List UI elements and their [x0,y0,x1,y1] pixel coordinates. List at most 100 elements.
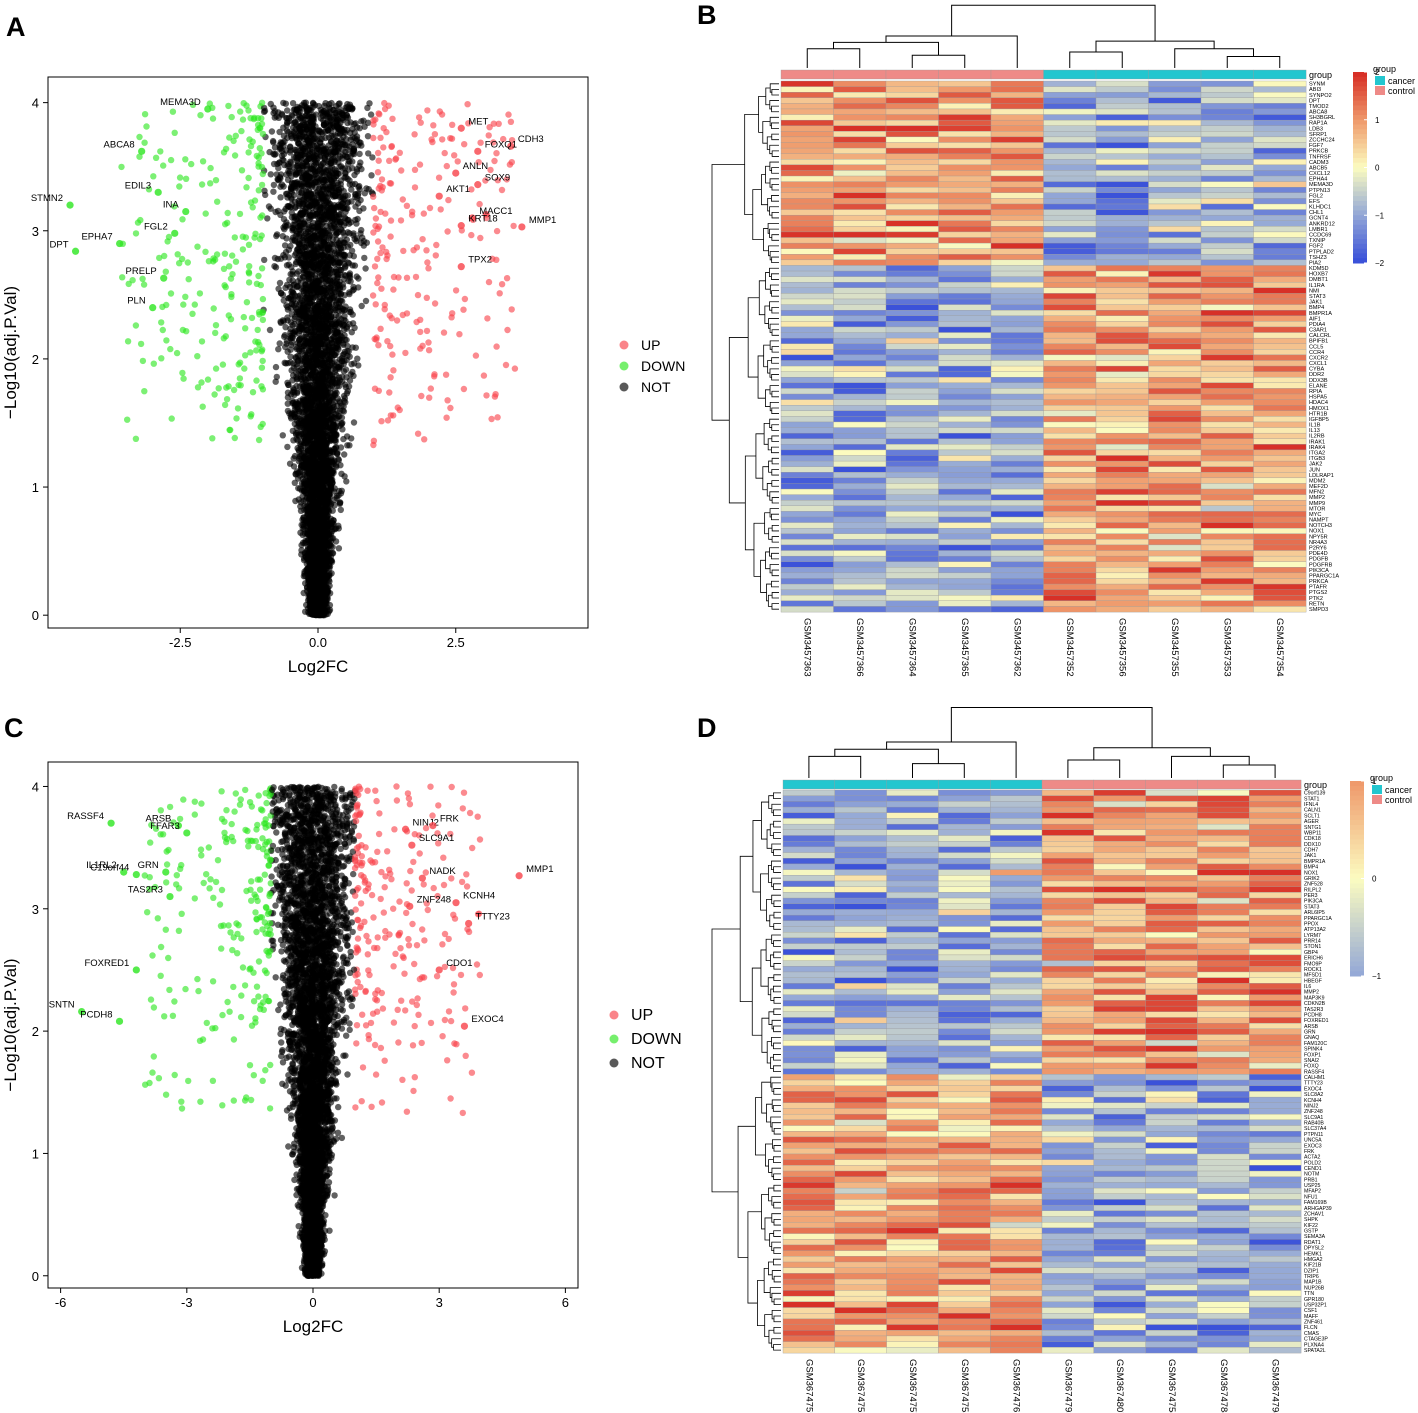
data-point [331,362,338,370]
data-point [349,141,356,148]
data-point [349,181,356,188]
panel-letter-b: B [697,0,717,30]
data-point [272,363,280,371]
data-point [350,419,358,426]
data-point [284,306,292,313]
data-point [369,154,376,161]
data-point [341,126,348,133]
data-point [312,135,319,142]
data-point [272,378,279,385]
data-point [312,123,319,130]
data-point [349,287,356,294]
data-point [343,433,351,440]
data-point [360,205,367,212]
data-point [302,99,309,106]
data-point [317,165,324,172]
data-point [270,188,277,195]
data-point [274,176,281,183]
data-point [339,426,346,433]
data-point [273,373,280,381]
data-point [300,453,308,461]
data-point [301,530,309,537]
data-point [328,477,335,484]
data-point [282,324,289,331]
data-point [301,487,309,494]
data-point [338,414,346,421]
data-point [291,130,298,137]
data-point [275,346,282,353]
data-point [381,105,389,113]
data-point [295,457,302,465]
data-point [341,174,348,181]
data-point [346,306,354,313]
data-point [362,297,370,305]
data-point [284,443,291,451]
data-point [351,360,358,367]
data-point [358,302,365,310]
data-point [336,377,344,384]
data-point [344,387,351,395]
data-point [285,261,292,268]
data-point [361,254,368,262]
data-point [344,442,351,449]
data-point [344,342,351,350]
data-point [337,506,344,514]
data-point [329,550,337,557]
data-point [328,99,335,107]
data-point [328,290,335,297]
data-point [332,187,339,194]
data-point [343,374,350,381]
data-point [289,334,296,341]
data-point [322,461,329,469]
data-point [351,171,358,179]
data-point [304,290,311,297]
data-point [325,344,332,351]
data-point [279,156,286,163]
data-point [273,113,280,120]
data-point [335,522,342,529]
data-point [340,222,348,229]
data-point [322,334,329,341]
data-point [362,265,369,272]
data-point [368,172,375,179]
data-point [294,470,301,477]
data-point [270,181,278,189]
data-point [283,340,290,347]
data-point [312,170,319,178]
data-point [322,454,329,462]
data-point [348,329,355,336]
data-point [318,176,325,183]
data-point [350,253,357,260]
data-point [360,117,367,124]
data-point [332,436,339,443]
data-point [307,331,315,339]
data-point [336,228,343,236]
data-point [280,99,287,107]
data-point [261,107,269,115]
data-point [322,134,329,142]
data-point [338,307,346,315]
data-point [334,179,341,187]
data-point [296,248,303,255]
data-point [277,183,284,190]
data-point [357,230,364,237]
point-cloud [118,99,519,619]
data-point [276,128,283,136]
data-point [276,141,283,149]
data-point [341,357,348,365]
data-point [277,289,285,297]
data-point [353,124,361,131]
data-point [335,100,342,108]
data-point [336,335,343,342]
data-point [340,403,347,410]
data-point [336,153,344,160]
data-point [343,135,350,143]
data-point [228,113,235,121]
data-point [355,200,362,207]
data-point [355,183,362,191]
data-point [290,455,297,462]
data-point [326,108,333,116]
data-point [266,326,274,334]
data-point [258,181,266,189]
data-point [348,198,355,205]
